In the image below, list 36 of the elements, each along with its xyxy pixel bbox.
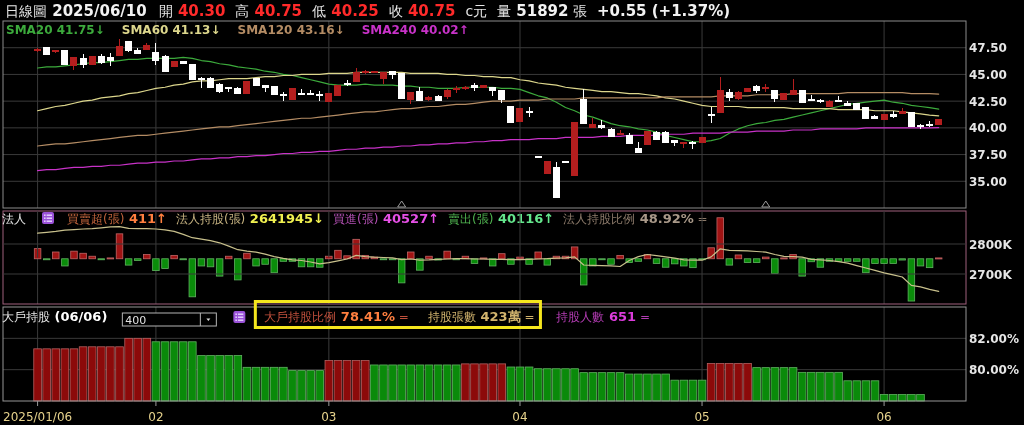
y-tick-label: 42.50 <box>969 94 1007 109</box>
x-tick-label: 03 <box>321 410 337 424</box>
text: 高 40.75 <box>235 2 303 20</box>
legend: SMA20 41.75↓ SMA60 41.13↓ SMA120 43.16↓ SMA240 40.02↑ <box>6 23 469 37</box>
text: 量 51892 張 <box>497 2 587 20</box>
chart-title: 大戶持股 (06/06) <box>2 309 108 324</box>
x-tick-label: 2025/01/06 <box>3 410 73 424</box>
x-tick-label: 02 <box>148 410 164 424</box>
annotation: 法人持股(張) 2641945↓ <box>175 211 325 226</box>
text: +0.55 (+1.37%) <box>596 2 731 20</box>
y-tick-label: 45.00 <box>969 67 1007 82</box>
y-tick-label: 82.00% <box>969 331 1019 346</box>
y-tick-label: 37.50 <box>969 148 1007 163</box>
y-tick-label: 80.00% <box>969 363 1019 378</box>
x-tick-label: 04 <box>512 410 528 424</box>
x-tick-label: 06 <box>876 410 892 424</box>
y-tick-label: 2700K <box>969 267 1013 282</box>
annotation: 大戶持股比例 78.41% = <box>264 309 409 324</box>
annotation: 持股人數 651 = <box>556 309 650 324</box>
annotation: 400 <box>125 313 147 327</box>
chart-title: 日線圖 2025/06/10 <box>5 2 147 20</box>
y-tick-label: 40.00 <box>969 121 1007 136</box>
y-tick-label: 35.00 <box>969 174 1007 189</box>
annotation: 賣出(張) 40116↑ <box>448 211 555 226</box>
chart-title: 法人 <box>2 212 26 226</box>
text: 收 40.75 <box>388 2 456 20</box>
y-tick-label: 2800K <box>969 237 1013 252</box>
x-tick-label: 05 <box>694 410 710 424</box>
annotation: 買賣超(張) 411↑ <box>67 211 167 226</box>
text: 低 40.25 <box>312 2 379 20</box>
text: 開 40.30 <box>158 2 226 20</box>
y-tick-label: 47.50 <box>969 41 1007 56</box>
text: c元 <box>465 3 488 19</box>
annotation: 法人持股比例 48.92% = <box>563 211 708 226</box>
annotation: 買進(張) 40527↑ <box>333 211 440 226</box>
annotation: 持股張數 423萬 = <box>427 309 535 324</box>
